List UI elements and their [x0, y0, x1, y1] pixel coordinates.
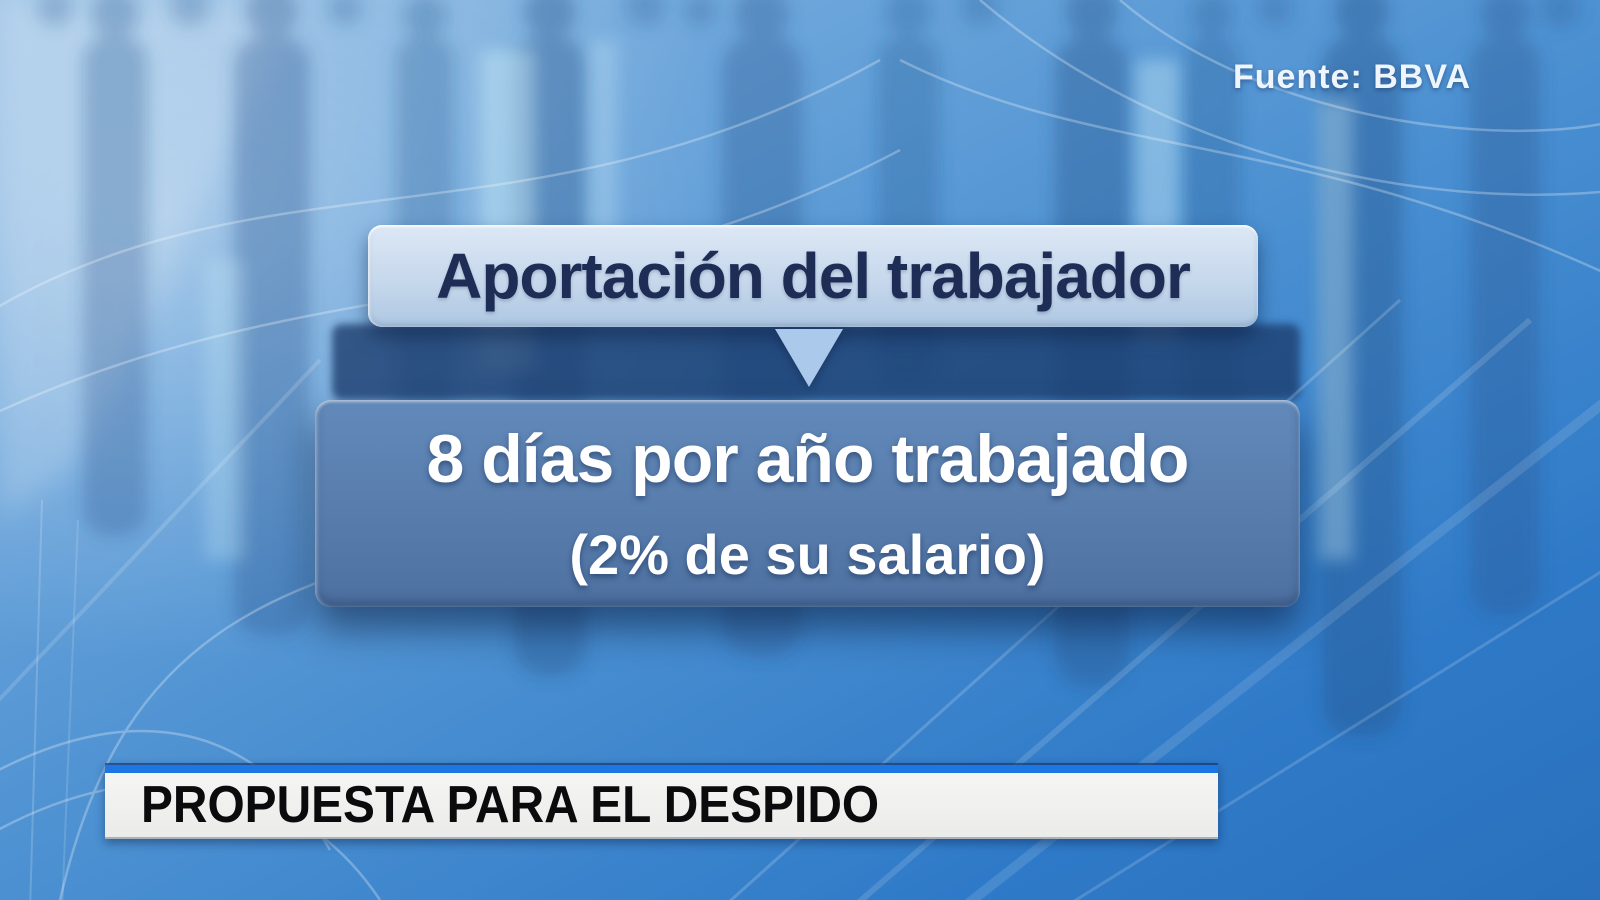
banner-body: PROPUESTA PARA EL DESPIDO [105, 773, 1218, 839]
title-box-label: Aportación del trabajador [436, 240, 1191, 312]
lower-third-banner: PROPUESTA PARA EL DESPIDO [105, 763, 1218, 839]
title-box: Aportación del trabajador [368, 225, 1258, 327]
detail-box-line-1: 8 días por año trabajado [426, 420, 1190, 497]
down-arrow-icon [775, 329, 843, 387]
banner-accent-strip [105, 765, 1218, 773]
detail-box: 8 días por año trabajado (2% de su salar… [315, 400, 1300, 607]
source-attribution: Fuente: BBVA [1233, 58, 1472, 96]
banner-title: PROPUESTA PARA EL DESPIDO [141, 776, 880, 834]
detail-box-line-2: (2% de su salario) [569, 522, 1046, 586]
